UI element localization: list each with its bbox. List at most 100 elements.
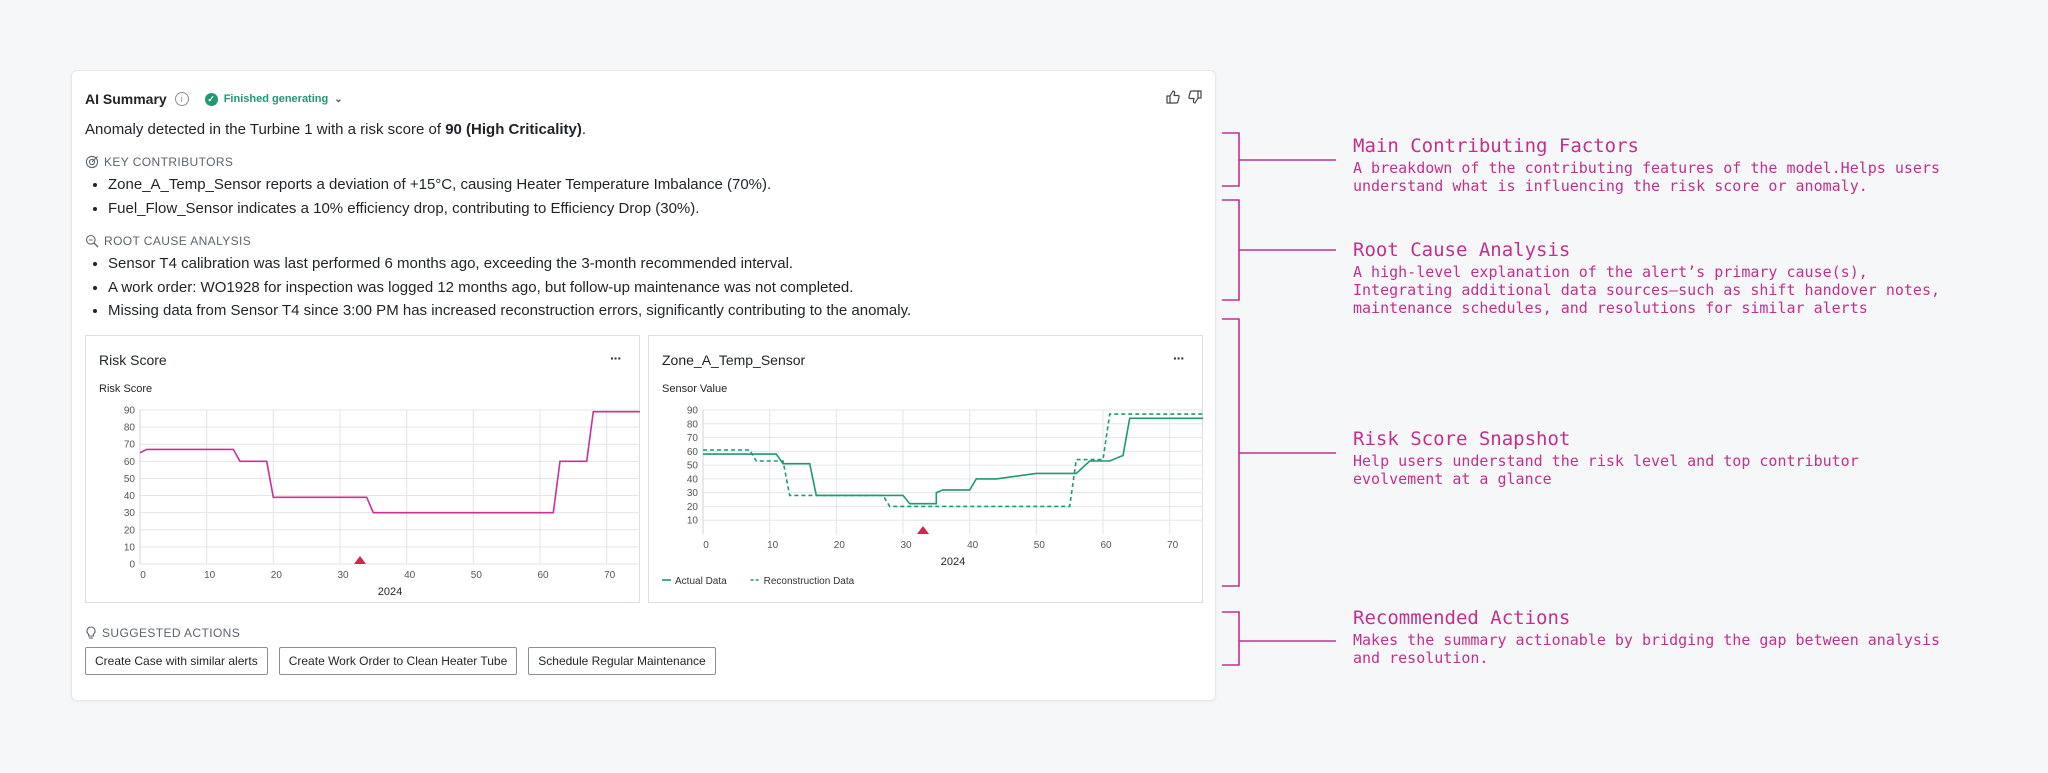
- x-tick-label: 60: [1100, 540, 1112, 551]
- annotation-desc: A breakdown of the contributing features…: [1353, 159, 1940, 195]
- annotation-title: Recommended Actions: [1353, 607, 1571, 629]
- chart-title: Risk Score: [99, 352, 167, 368]
- key-contributors-label: KEY CONTRIBUTORS: [85, 155, 233, 169]
- x-tick-label: 70: [1167, 540, 1179, 551]
- list-item: Fuel_Flow_Sensor indicates a 10% efficie…: [108, 197, 771, 221]
- summary-prefix: Anomaly detected in the Turbine 1 with a…: [85, 121, 446, 138]
- key-contributors-text: KEY CONTRIBUTORS: [104, 155, 234, 169]
- anomaly-marker: [917, 526, 929, 534]
- list-item: A work order: WO1928 for inspection was …: [108, 276, 911, 300]
- series-line: [703, 417, 1203, 505]
- x-axis-label: 2024: [378, 586, 402, 598]
- y-tick-label: 60: [687, 447, 699, 458]
- y-tick-label: 70: [124, 440, 136, 451]
- list-item: Sensor T4 calibration was last performed…: [108, 252, 911, 276]
- annotation-desc: A high-level explanation of the alert’s …: [1353, 263, 1940, 317]
- x-tick-label: 0: [140, 570, 146, 581]
- annotation-root-cause: Root Cause Analysis A high-level explana…: [1353, 239, 1953, 317]
- x-tick-label: 40: [404, 570, 416, 581]
- annotation-title: Risk Score Snapshot: [1353, 428, 1571, 450]
- info-icon[interactable]: i: [174, 92, 189, 106]
- x-tick-label: 20: [271, 570, 283, 581]
- thumbs-up-icon[interactable]: [1165, 89, 1181, 105]
- root-cause-label: ROOT CAUSE ANALYSIS: [85, 234, 251, 248]
- y-tick-label: 40: [124, 491, 136, 502]
- chart-title: Zone_A_Temp_Sensor: [662, 352, 806, 368]
- root-cause-text: ROOT CAUSE ANALYSIS: [104, 234, 252, 248]
- series-line: [703, 413, 1203, 508]
- target-icon: [85, 155, 99, 169]
- y-tick-label: 70: [687, 433, 699, 444]
- x-tick-label: 30: [337, 570, 349, 581]
- feedback-controls: [1165, 89, 1203, 105]
- x-tick-label: 0: [703, 540, 709, 551]
- suggested-actions: Create Case with similar alerts Create W…: [85, 647, 716, 675]
- status-label: Finished generating: [223, 93, 329, 105]
- chevron-down-icon: ⌄: [334, 93, 343, 105]
- magnifier-icon: [85, 234, 99, 248]
- annotation-desc: Help users understand the risk level and…: [1353, 452, 1859, 488]
- panel-header: AI Summary i ✓ Finished generating ⌄: [85, 89, 343, 109]
- y-tick-label: 60: [124, 457, 136, 468]
- y-tick-label: 10: [687, 516, 699, 527]
- generation-status-dropdown[interactable]: ✓ Finished generating ⌄: [204, 92, 343, 106]
- sensor-chart-card: Zone_A_Temp_Sensor ··· Sensor Value 10 20…: [648, 335, 1203, 603]
- sensor-plot: 10 20 30 40 50 60 70 80 90 0 10 20 30 40 50 60 70 2024 Act…: [662, 406, 1203, 587]
- suggested-actions-label: SUGGESTED ACTIONS: [85, 626, 240, 640]
- y-tick-label: 90: [687, 406, 699, 417]
- x-tick-label: 50: [1034, 540, 1046, 551]
- risk-score-plot: 0 10 20 30 40 50 60 70 80 90 0 10 20 30 40 50 60 70 2024: [124, 406, 640, 598]
- annotation-desc: Makes the summary actionable by bridging…: [1353, 631, 1940, 667]
- x-tick-label: 20: [834, 540, 846, 551]
- annotation-title: Root Cause Analysis: [1353, 239, 1571, 261]
- annotation-risk-snapshot: Risk Score Snapshot Help users understan…: [1353, 428, 1953, 488]
- y-tick-label: 20: [124, 525, 136, 536]
- list-item: Zone_A_Temp_Sensor reports a deviation o…: [108, 173, 771, 197]
- chart-y-label: Sensor Value: [662, 383, 728, 395]
- y-tick-label: 80: [124, 423, 136, 434]
- y-tick-label: 50: [687, 461, 699, 472]
- more-options-icon[interactable]: ···: [1173, 350, 1185, 366]
- y-tick-label: 30: [687, 488, 699, 499]
- y-tick-label: 10: [124, 542, 136, 553]
- key-contributors-list: Zone_A_Temp_Sensor reports a deviation o…: [85, 173, 771, 220]
- thumbs-down-icon[interactable]: [1187, 89, 1203, 105]
- legend-label: Actual Data: [675, 576, 727, 587]
- legend-label: Reconstruction Data: [764, 576, 855, 587]
- anomaly-marker: [354, 556, 366, 564]
- x-tick-label: 40: [967, 540, 979, 551]
- root-cause-list: Sensor T4 calibration was last performed…: [85, 252, 911, 323]
- y-tick-label: 0: [129, 560, 135, 571]
- y-tick-label: 30: [124, 508, 136, 519]
- risk-score-value: 90 (High Criticality): [445, 121, 582, 138]
- x-tick-label: 30: [900, 540, 912, 551]
- ai-summary-panel: AI Summary i ✓ Finished generating ⌄ Ano…: [71, 70, 1216, 701]
- summary-suffix: .: [581, 121, 587, 138]
- x-tick-label: 70: [604, 570, 616, 581]
- summary-text: Anomaly detected in the Turbine 1 with a…: [85, 121, 586, 138]
- more-options-icon[interactable]: ···: [610, 350, 622, 366]
- create-case-button[interactable]: Create Case with similar alerts: [85, 647, 268, 675]
- y-tick-label: 50: [124, 474, 136, 485]
- y-tick-label: 80: [687, 419, 699, 430]
- series-line: [139, 410, 640, 514]
- x-axis-label: 2024: [941, 556, 965, 568]
- schedule-maintenance-button[interactable]: Schedule Regular Maintenance: [528, 647, 716, 675]
- y-tick-label: 20: [687, 502, 699, 513]
- create-work-order-button[interactable]: Create Work Order to Clean Heater Tube: [278, 647, 518, 675]
- x-tick-label: 10: [204, 570, 216, 581]
- x-tick-label: 10: [767, 540, 779, 551]
- x-tick-label: 50: [471, 570, 483, 581]
- suggested-actions-text: SUGGESTED ACTIONS: [102, 626, 241, 640]
- y-tick-label: 90: [124, 406, 136, 417]
- annotation-main-contributing: Main Contributing Factors A breakdown of…: [1353, 135, 2013, 195]
- lightbulb-icon: [86, 626, 96, 639]
- x-tick-label: 60: [537, 570, 549, 581]
- annotation-recommended-actions: Recommended Actions Makes the summary ac…: [1353, 607, 1953, 667]
- chart-y-label: Risk Score: [99, 383, 153, 395]
- annotation-title: Main Contributing Factors: [1353, 135, 1639, 157]
- panel-title: AI Summary: [85, 91, 167, 107]
- list-item: Missing data from Sensor T4 since 3:00 P…: [108, 299, 911, 323]
- y-tick-label: 40: [687, 474, 699, 485]
